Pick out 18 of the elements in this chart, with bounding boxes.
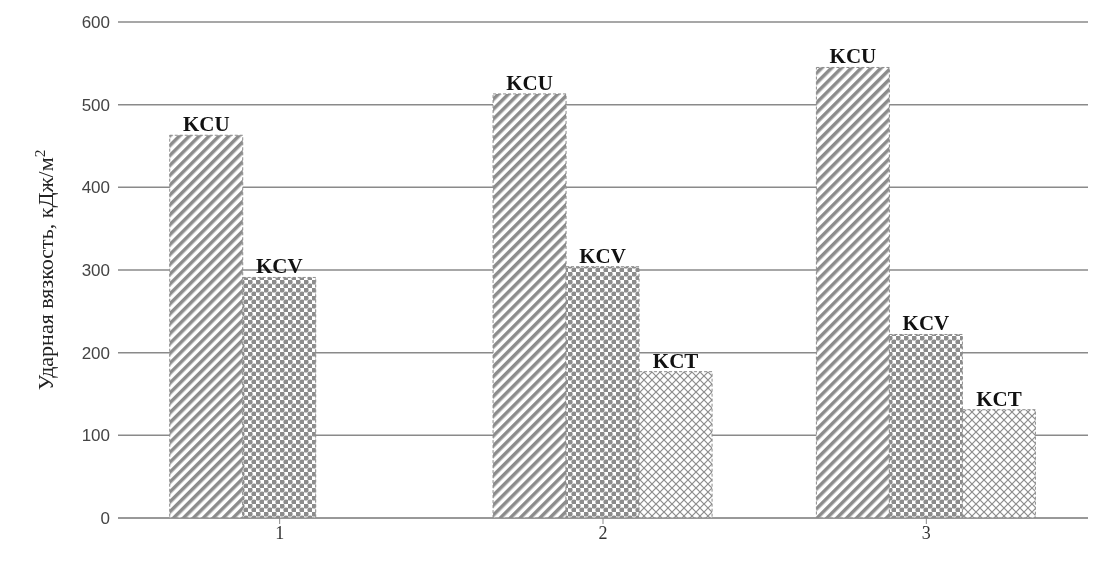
y-tick-label: 600 — [81, 13, 110, 33]
text: KCV — [579, 243, 626, 268]
text: KCU — [829, 44, 877, 69]
series-label: KCT — [652, 348, 699, 373]
x-tick-label: 2 — [598, 522, 608, 543]
y-tick-label: 100 — [81, 426, 110, 446]
x-tick-label: 3 — [921, 522, 931, 543]
y-tick-label: 0 — [100, 509, 110, 529]
text: KCT — [976, 386, 1022, 411]
y-tick-label: 400 — [81, 178, 110, 198]
text: KCV — [902, 311, 950, 336]
series-label: KCU — [182, 112, 230, 137]
y-tick-label: 500 — [81, 95, 110, 115]
y-tick-label: 200 — [81, 343, 110, 363]
y-tick-label: 300 — [81, 261, 110, 281]
text: KCU — [506, 70, 553, 95]
series-label: KCV — [255, 254, 303, 279]
x-tick-label: 1 — [275, 522, 285, 543]
